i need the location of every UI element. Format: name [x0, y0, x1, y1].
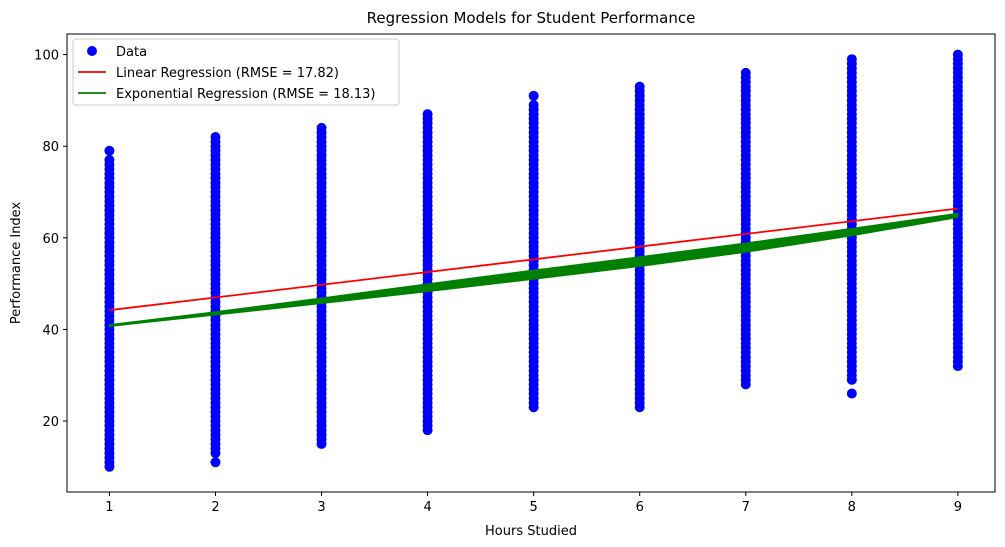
x-tick-label: 1: [105, 500, 113, 515]
legend-label-data: Data: [116, 45, 147, 60]
scatter-column-x5: [528, 90, 539, 413]
x-tick-label: 8: [848, 500, 856, 515]
chart-title: Regression Models for Student Performanc…: [367, 9, 696, 27]
data-point: [634, 81, 645, 92]
linear-regression-line: [109, 207, 958, 312]
x-tick-label: 5: [530, 500, 538, 515]
x-tick-label: 7: [742, 500, 750, 515]
legend-frame: [72, 38, 400, 106]
legend: Data Linear Regression (RMSE = 17.82) Ex…: [72, 38, 400, 106]
data-point: [528, 99, 539, 110]
scatter-column-x2: [210, 132, 221, 468]
legend-label-linear: Linear Regression (RMSE = 17.82): [116, 66, 339, 81]
exponential-regression-band: [108, 212, 959, 327]
legend-label-exponential: Exponential Regression (RMSE = 18.13): [116, 87, 375, 102]
scatter-column-x6: [634, 81, 645, 413]
data-point: [740, 67, 751, 78]
data-point: [952, 49, 963, 60]
y-tick-label: 20: [42, 415, 59, 430]
data-point-outlier: [846, 388, 857, 399]
scatter-column-x8: [846, 54, 857, 399]
data-point: [422, 109, 433, 120]
x-tick-label: 6: [636, 500, 644, 515]
scatter-column-x7: [740, 67, 751, 390]
y-axis-label: Performance Index: [9, 202, 24, 325]
x-tick-label: 3: [317, 500, 325, 515]
data-point-outlier: [104, 145, 115, 156]
y-tick-label: 60: [42, 232, 59, 247]
x-tick-label: 9: [954, 500, 962, 515]
scatter-column-x4: [422, 109, 433, 436]
data-point: [210, 132, 221, 143]
y-tick-label: 80: [42, 140, 59, 155]
data-point: [316, 122, 327, 133]
x-tick-label: 2: [211, 500, 219, 515]
axes: 1 2 3 4 5 6 7 8 9 20 40 60 80 100: [34, 49, 962, 515]
data-point-outlier: [528, 90, 539, 101]
y-tick-label: 100: [34, 49, 59, 64]
plot-area: [104, 49, 963, 472]
scatter-column-x9: [952, 49, 963, 372]
data-point: [104, 154, 115, 165]
y-tick-label: 40: [42, 323, 59, 338]
x-axis-label: Hours Studied: [485, 524, 577, 539]
data-point: [846, 54, 857, 65]
scatter-column-x3: [316, 122, 327, 449]
axes-frame: [66, 33, 996, 493]
x-tick-label: 4: [423, 500, 431, 515]
scatter-column-x1: [104, 145, 115, 472]
data-point-outlier: [210, 457, 221, 468]
legend-marker-data: [87, 46, 97, 56]
